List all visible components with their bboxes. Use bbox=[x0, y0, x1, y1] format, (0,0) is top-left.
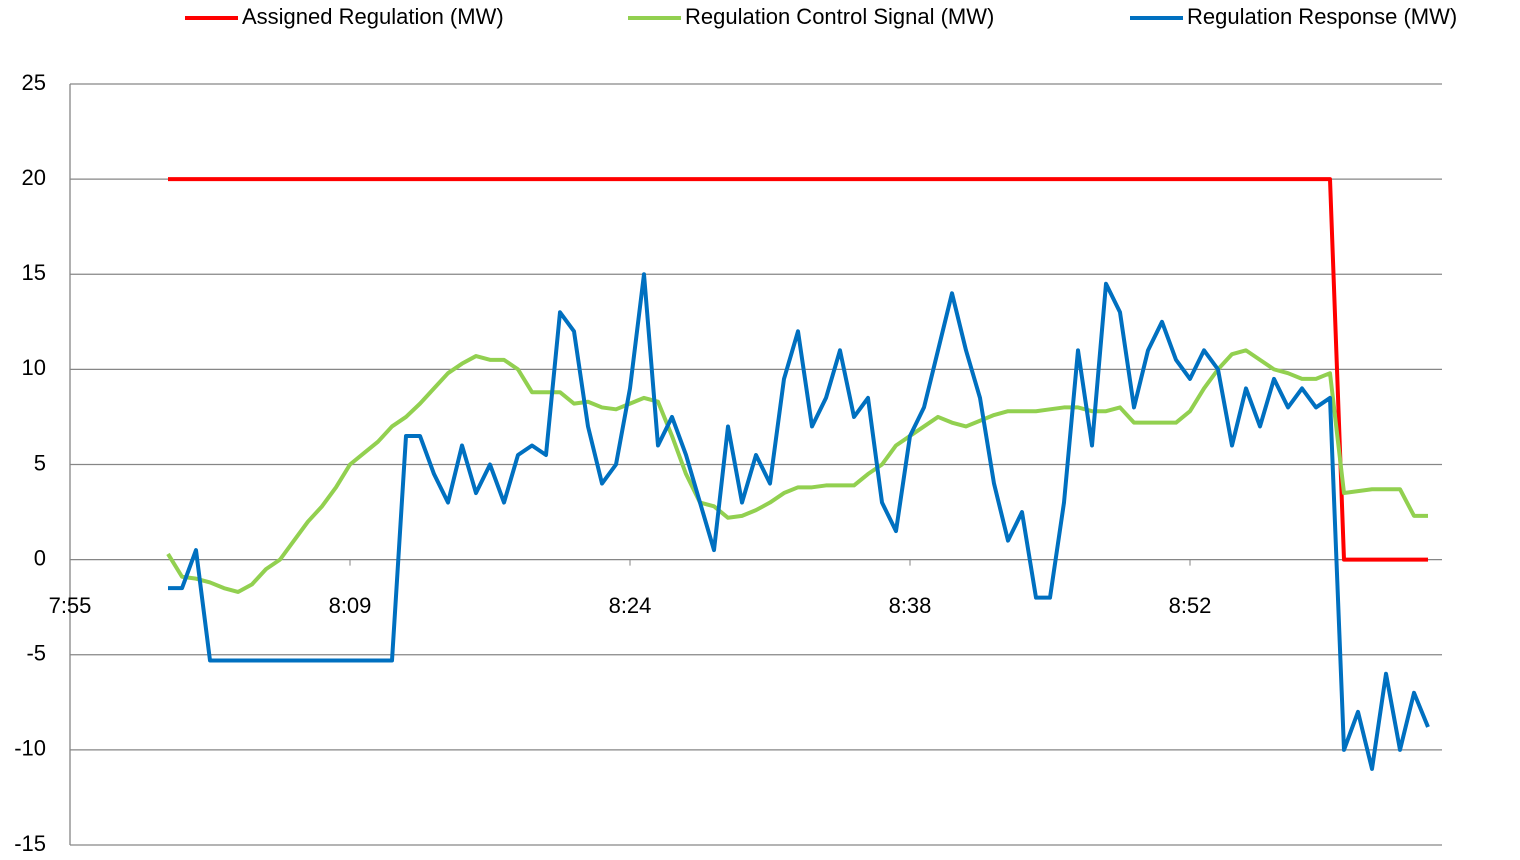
x-tick-label: 8:09 bbox=[329, 593, 372, 618]
legend-label: Regulation Control Signal (MW) bbox=[685, 4, 994, 29]
y-tick-label: -15 bbox=[14, 831, 46, 856]
legend-label: Assigned Regulation (MW) bbox=[242, 4, 504, 29]
series-line bbox=[168, 272, 1430, 771]
x-tick-label: 8:38 bbox=[889, 593, 932, 618]
y-tick-label: 25 bbox=[22, 70, 46, 95]
y-tick-label: 5 bbox=[34, 450, 46, 475]
x-tick-label: 7:55 bbox=[49, 593, 92, 618]
series-line bbox=[166, 348, 1428, 594]
y-tick-label: 0 bbox=[34, 545, 46, 570]
y-tick-label: 10 bbox=[22, 355, 46, 380]
x-tick-label: 8:24 bbox=[609, 593, 652, 618]
y-tick-label: -10 bbox=[14, 736, 46, 761]
y-tick-label: -5 bbox=[26, 641, 46, 666]
y-tick-label: 15 bbox=[22, 260, 46, 285]
x-tick-label: 8:52 bbox=[1169, 593, 1212, 618]
y-tick-label: 20 bbox=[22, 165, 46, 190]
series-line bbox=[168, 177, 1428, 562]
legend-label: Regulation Response (MW) bbox=[1187, 4, 1457, 29]
